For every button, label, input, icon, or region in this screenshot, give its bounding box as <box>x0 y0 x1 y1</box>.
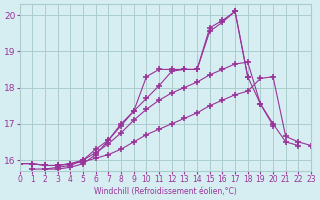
X-axis label: Windchill (Refroidissement éolien,°C): Windchill (Refroidissement éolien,°C) <box>94 187 237 196</box>
